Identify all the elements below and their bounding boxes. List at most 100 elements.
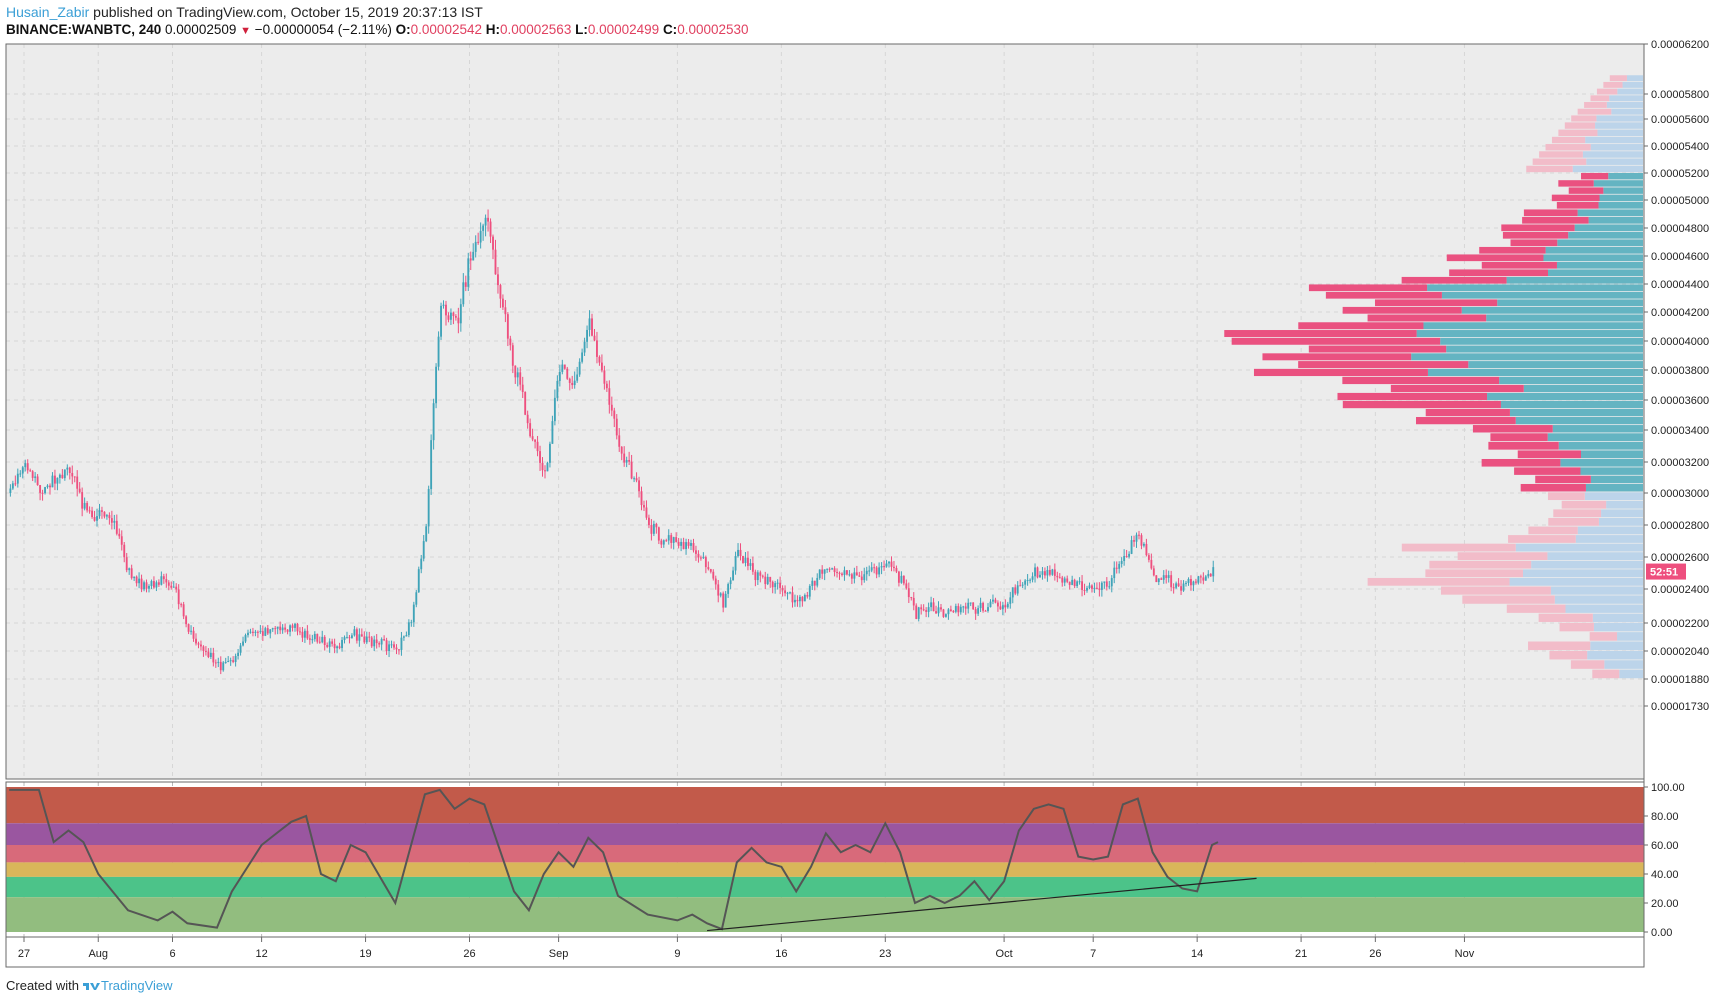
candle-body (942, 609, 945, 617)
candle-body (467, 258, 470, 287)
candle-body (66, 467, 69, 470)
candle-body (101, 510, 103, 512)
tradingview-link[interactable]: TradingView (100, 978, 173, 993)
candle-body (296, 623, 299, 632)
time-tick-label: Nov (1455, 948, 1475, 960)
candle-body (875, 567, 878, 575)
candle-body (9, 488, 12, 493)
candle-body (98, 510, 101, 517)
volume-profile-up-bar (1522, 569, 1643, 578)
candle-body (591, 318, 593, 336)
candle-body (313, 633, 316, 640)
candle-body (633, 478, 636, 480)
candle-body (254, 631, 257, 633)
volume-profile-up-bar (1590, 641, 1643, 651)
candle-body (1194, 581, 1197, 583)
candle-body (1066, 578, 1069, 582)
candle-body (905, 583, 908, 589)
candle-body (524, 391, 527, 415)
candle-body (1140, 535, 1143, 546)
volume-profile-down-bar (1449, 269, 1548, 277)
candle-body (865, 570, 868, 575)
candle-body (996, 602, 999, 607)
price-tick-label: 0.00004200 (1651, 307, 1709, 319)
candle-body (885, 563, 888, 567)
candle-body (878, 567, 881, 575)
candle-body (440, 305, 442, 337)
candle-body (388, 644, 390, 652)
candle-body (534, 439, 537, 442)
time-tick-label: 14 (1191, 948, 1203, 960)
time-axis[interactable]: 27 Aug 6 12 19 26 Sep 9 16 23 Oct 7 14 21 26 Nov (18, 937, 1475, 960)
volume-profile-up-bar (1606, 102, 1643, 108)
volume-profile-up-bar (1560, 458, 1643, 467)
candle-body (586, 329, 588, 342)
candle-body (39, 485, 42, 493)
candle-body (1026, 579, 1029, 581)
candle-body (212, 652, 215, 663)
volume-profile-up-bar (1554, 595, 1643, 604)
candle-body (974, 609, 977, 614)
candle-body (1019, 585, 1022, 587)
candle-body (925, 610, 928, 612)
symbol-label[interactable]: BINANCE:WANBTC, 240 (6, 22, 162, 37)
rsi-trendline[interactable] (707, 877, 1257, 932)
candle-body (937, 607, 940, 614)
price-tick-label: 0.00002400 (1651, 584, 1709, 596)
candle-body (170, 585, 173, 588)
candle-body (1133, 540, 1135, 542)
volume-profile-down-bar (1401, 276, 1507, 284)
candle-body (234, 655, 237, 663)
candle-body (1147, 555, 1150, 560)
candle-body (182, 604, 185, 617)
candle-body (969, 602, 972, 604)
candle-body (341, 639, 343, 649)
volume-profile-down-bar (1472, 425, 1553, 433)
volume-profile-up-bar (1584, 492, 1643, 501)
volume-profile-down-bar (1481, 261, 1557, 269)
price-tick-label: 0.00002040 (1651, 646, 1709, 658)
candle-body (1056, 575, 1059, 578)
candle-body (982, 602, 984, 611)
candle-body (910, 597, 913, 599)
candle-body (378, 643, 381, 645)
time-tick-label: 21 (1295, 948, 1307, 960)
candle-body (239, 645, 242, 653)
candle-body (1192, 581, 1195, 586)
volume-profile-down-bar (1547, 492, 1585, 501)
candle-body (1177, 583, 1180, 587)
chart-author-line: Husain_Zabir published on TradingView.co… (6, 4, 483, 20)
volume-profile-down-bar (1429, 560, 1532, 569)
candle-body (742, 555, 744, 563)
candle-body (71, 473, 74, 477)
candle-body (727, 584, 730, 594)
candle-body (308, 638, 311, 640)
candle-body (1207, 573, 1210, 577)
volume-profile-down-bar (1457, 552, 1548, 561)
candle-body (1058, 577, 1061, 579)
candle-body (818, 569, 821, 578)
candle-body (615, 418, 618, 436)
candle-body (551, 421, 554, 444)
candle-body (858, 575, 861, 577)
rsi-axis[interactable]: 100.00 80.00 60.00 40.00 20.00 0.00 (1644, 782, 1685, 939)
time-tick-label: 12 (255, 948, 267, 960)
candle-body (266, 628, 269, 634)
volume-profile-down-bar (1545, 144, 1591, 151)
candle-body (593, 335, 596, 341)
volume-profile-down-bar (1337, 392, 1488, 401)
price-axis[interactable]: 0.00006200 0.00005800 0.00005600 0.00005400… (1644, 39, 1709, 713)
candle-body (214, 662, 217, 664)
volume-profile-up-bar (1568, 231, 1643, 239)
candle-body (578, 361, 581, 375)
candle-body (46, 485, 49, 488)
candle-body (318, 641, 321, 643)
candle-body (430, 440, 433, 490)
candle-body (21, 467, 24, 474)
candle-body (1157, 578, 1160, 583)
price-tick-label: 0.00002600 (1651, 552, 1709, 564)
author-link[interactable]: Husain_Zabir (6, 4, 90, 20)
candle-body (566, 368, 569, 379)
candle-body (437, 336, 440, 367)
